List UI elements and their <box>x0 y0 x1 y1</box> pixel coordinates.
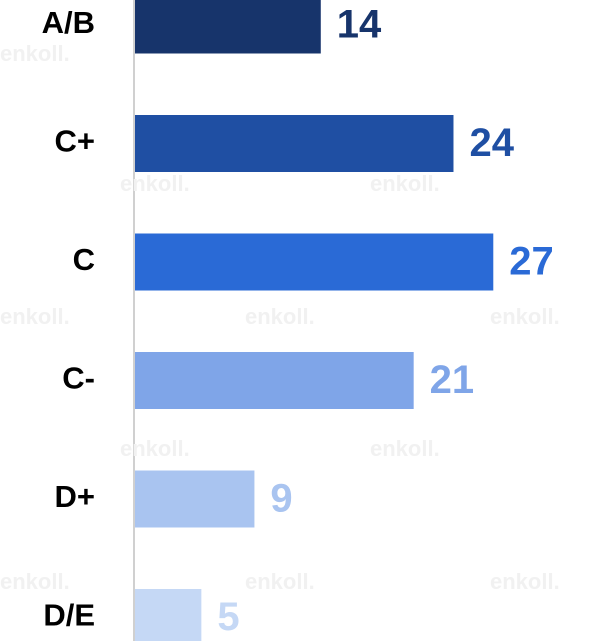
value-label: 24 <box>469 121 514 165</box>
category-label: D+ <box>55 479 96 514</box>
value-label: 5 <box>217 595 239 639</box>
category-label: C <box>73 242 95 277</box>
watermark: enkoll. <box>120 171 190 196</box>
watermark: enkoll. <box>0 41 70 66</box>
watermark: enkoll. <box>370 171 440 196</box>
category-label: A/B <box>42 5 95 40</box>
watermark: enkoll. <box>245 569 315 594</box>
bar <box>135 352 414 409</box>
watermark: enkoll. <box>0 569 70 594</box>
watermark: enkoll. <box>490 569 560 594</box>
category-label: D/E <box>43 598 95 633</box>
watermark: enkoll. <box>120 436 190 461</box>
value-label: 27 <box>509 240 554 284</box>
watermark: enkoll. <box>0 304 70 329</box>
watermark: enkoll. <box>490 304 560 329</box>
bar <box>135 233 494 291</box>
value-label: 9 <box>270 477 292 521</box>
value-label: 21 <box>430 358 475 402</box>
bar <box>135 115 454 172</box>
watermark: enkoll. <box>370 436 440 461</box>
watermark: enkoll. <box>245 304 315 329</box>
bar <box>135 470 255 528</box>
category-label: C+ <box>55 124 96 159</box>
bar <box>135 0 321 54</box>
bar <box>135 589 202 641</box>
category-label: C- <box>62 361 95 396</box>
value-label: 14 <box>337 3 382 47</box>
